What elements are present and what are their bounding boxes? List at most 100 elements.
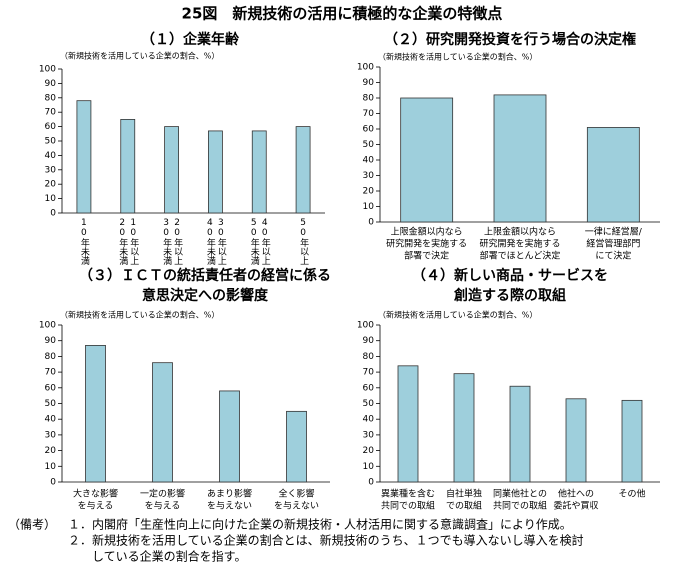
bar xyxy=(586,127,640,223)
note: ２．新規技術を活用している企業の割合とは、新規技術のうち、１つでも導入ないし導入… xyxy=(68,533,584,548)
x-tick-label: を与える xyxy=(145,501,181,512)
y-tick-label: 40 xyxy=(45,415,57,425)
y-tick-label: 30 xyxy=(45,430,57,440)
y-tick-label: 0 xyxy=(368,478,374,488)
notes-label: （備考） xyxy=(8,517,56,532)
x-tick-label: 同業他社との xyxy=(493,488,547,500)
note: している企業の割合を指す。 xyxy=(92,549,246,564)
x-tick-label: 一律に経営層/ xyxy=(585,226,643,238)
y-tick-label: 60 xyxy=(45,383,57,393)
x-tick-label: 20年以上 xyxy=(172,218,183,265)
bar xyxy=(286,410,307,483)
y-tick-label: 30 xyxy=(363,430,375,440)
bar xyxy=(164,126,179,214)
y-tick-label: 100 xyxy=(39,321,56,331)
bar xyxy=(152,362,173,483)
bar xyxy=(493,94,547,223)
x-tick-label: 異業種を含む xyxy=(381,488,435,500)
y-tick-label: 50 xyxy=(45,137,57,147)
x-tick-label: 10年以上 xyxy=(128,218,139,265)
bar xyxy=(85,345,106,483)
y-tick-label: 0 xyxy=(368,218,374,228)
y-tick-label: 40 xyxy=(363,415,375,425)
y-tick-label: 90 xyxy=(363,78,375,88)
chart-title: 意思決定への影響度 xyxy=(142,287,269,304)
x-tick-label: 10年未満 xyxy=(79,218,90,266)
y-tick-label: 20 xyxy=(363,187,375,197)
y-tick-label: 20 xyxy=(45,180,57,190)
x-tick-label: 大きな影響 xyxy=(73,488,118,500)
bar xyxy=(295,126,311,214)
x-tick-label: 30年以上 xyxy=(216,218,227,265)
x-tick-label: 委託や買収 xyxy=(553,500,598,512)
x-tick-label: にて決定 xyxy=(595,250,631,262)
bar xyxy=(397,365,419,483)
chart-title: （４）新しい商品・サービスを xyxy=(412,267,608,284)
x-tick-label: 経営管理部門 xyxy=(586,238,640,250)
x-tick-label: 全く影響 xyxy=(278,488,314,500)
bar xyxy=(621,399,643,483)
x-tick-label: 共同での取組 xyxy=(381,500,435,512)
y-tick-label: 40 xyxy=(363,156,375,166)
y-tick-label: 20 xyxy=(363,446,375,456)
x-tick-label: を与えない xyxy=(207,501,252,512)
x-tick-label: 40年未満 xyxy=(205,218,216,266)
y-tick-label: 30 xyxy=(45,165,57,175)
x-tick-label: 研究開発を実施する xyxy=(386,238,467,250)
x-tick-label: 一定の影響 xyxy=(140,488,185,500)
y-tick-label: 50 xyxy=(363,399,375,409)
chart-title: （２）研究開発投資を行う場合の決定権 xyxy=(384,31,636,48)
chart-subtitle: （新規技術を活用している企業の割合、%） xyxy=(378,52,537,62)
y-tick-label: 10 xyxy=(363,202,375,212)
y-tick-label: 10 xyxy=(45,194,57,204)
x-tick-label: 30年未満 xyxy=(161,218,172,266)
bar xyxy=(76,100,92,214)
y-tick-label: 10 xyxy=(45,462,57,472)
x-tick-label: あまり影響 xyxy=(207,488,252,500)
y-tick-label: 0 xyxy=(50,478,56,488)
y-tick-label: 10 xyxy=(363,462,375,472)
y-tick-label: 100 xyxy=(357,321,374,331)
x-tick-label: での取組 xyxy=(446,500,482,512)
y-tick-label: 40 xyxy=(45,151,57,161)
y-tick-label: 80 xyxy=(363,94,375,104)
y-tick-label: 50 xyxy=(45,399,57,409)
y-tick-label: 0 xyxy=(50,209,56,219)
y-tick-label: 90 xyxy=(45,336,57,346)
y-tick-label: 50 xyxy=(363,140,375,150)
x-tick-label: その他 xyxy=(618,488,645,500)
bar xyxy=(120,119,136,214)
y-tick-label: 60 xyxy=(363,383,375,393)
note: １．内閣府「生産性向上に向けた企業の新規技術・人材活用に関する意識調査」により作… xyxy=(68,517,572,532)
x-tick-label: 20年未満 xyxy=(117,218,128,266)
chart-subtitle: （新規技術を活用している企業の割合、%） xyxy=(60,51,219,61)
y-tick-label: 70 xyxy=(363,109,375,119)
chart-title: （３）ＩＣＴの統括責任者の経営に係る xyxy=(79,267,331,284)
y-tick-label: 60 xyxy=(45,122,57,132)
x-tick-label: 研究開発を実施する xyxy=(479,238,560,250)
y-tick-label: 80 xyxy=(45,352,57,362)
bar xyxy=(208,130,223,214)
bar xyxy=(453,373,475,483)
x-tick-label: 他社への xyxy=(558,488,594,500)
figure-title: 25図 新規技術の活用に積極的な企業の特徴点 xyxy=(182,5,503,23)
chart-title: （１）企業年齢 xyxy=(141,31,240,48)
x-tick-label: 自社単独 xyxy=(446,488,482,500)
y-tick-label: 90 xyxy=(45,79,57,89)
y-tick-label: 70 xyxy=(45,108,57,118)
x-tick-label: 50年以上 xyxy=(298,218,309,265)
chart-subtitle: （新規技術を活用している企業の割合、%） xyxy=(60,310,219,320)
y-tick-label: 30 xyxy=(363,171,375,181)
chart-title: 創造する際の取組 xyxy=(453,287,566,304)
x-tick-label: 50年未満 xyxy=(249,218,260,266)
y-tick-label: 70 xyxy=(363,368,375,378)
y-tick-label: 90 xyxy=(363,336,375,346)
x-tick-label: 40年以上 xyxy=(260,218,271,265)
x-tick-label: 共同での取組 xyxy=(493,500,547,512)
bar xyxy=(219,390,240,483)
x-tick-label: 部署でほとんど決定 xyxy=(480,250,561,262)
y-tick-label: 100 xyxy=(39,65,56,75)
y-tick-label: 80 xyxy=(363,352,375,362)
x-tick-label: 上限金額以内なら xyxy=(484,226,556,238)
y-tick-label: 100 xyxy=(357,63,374,73)
